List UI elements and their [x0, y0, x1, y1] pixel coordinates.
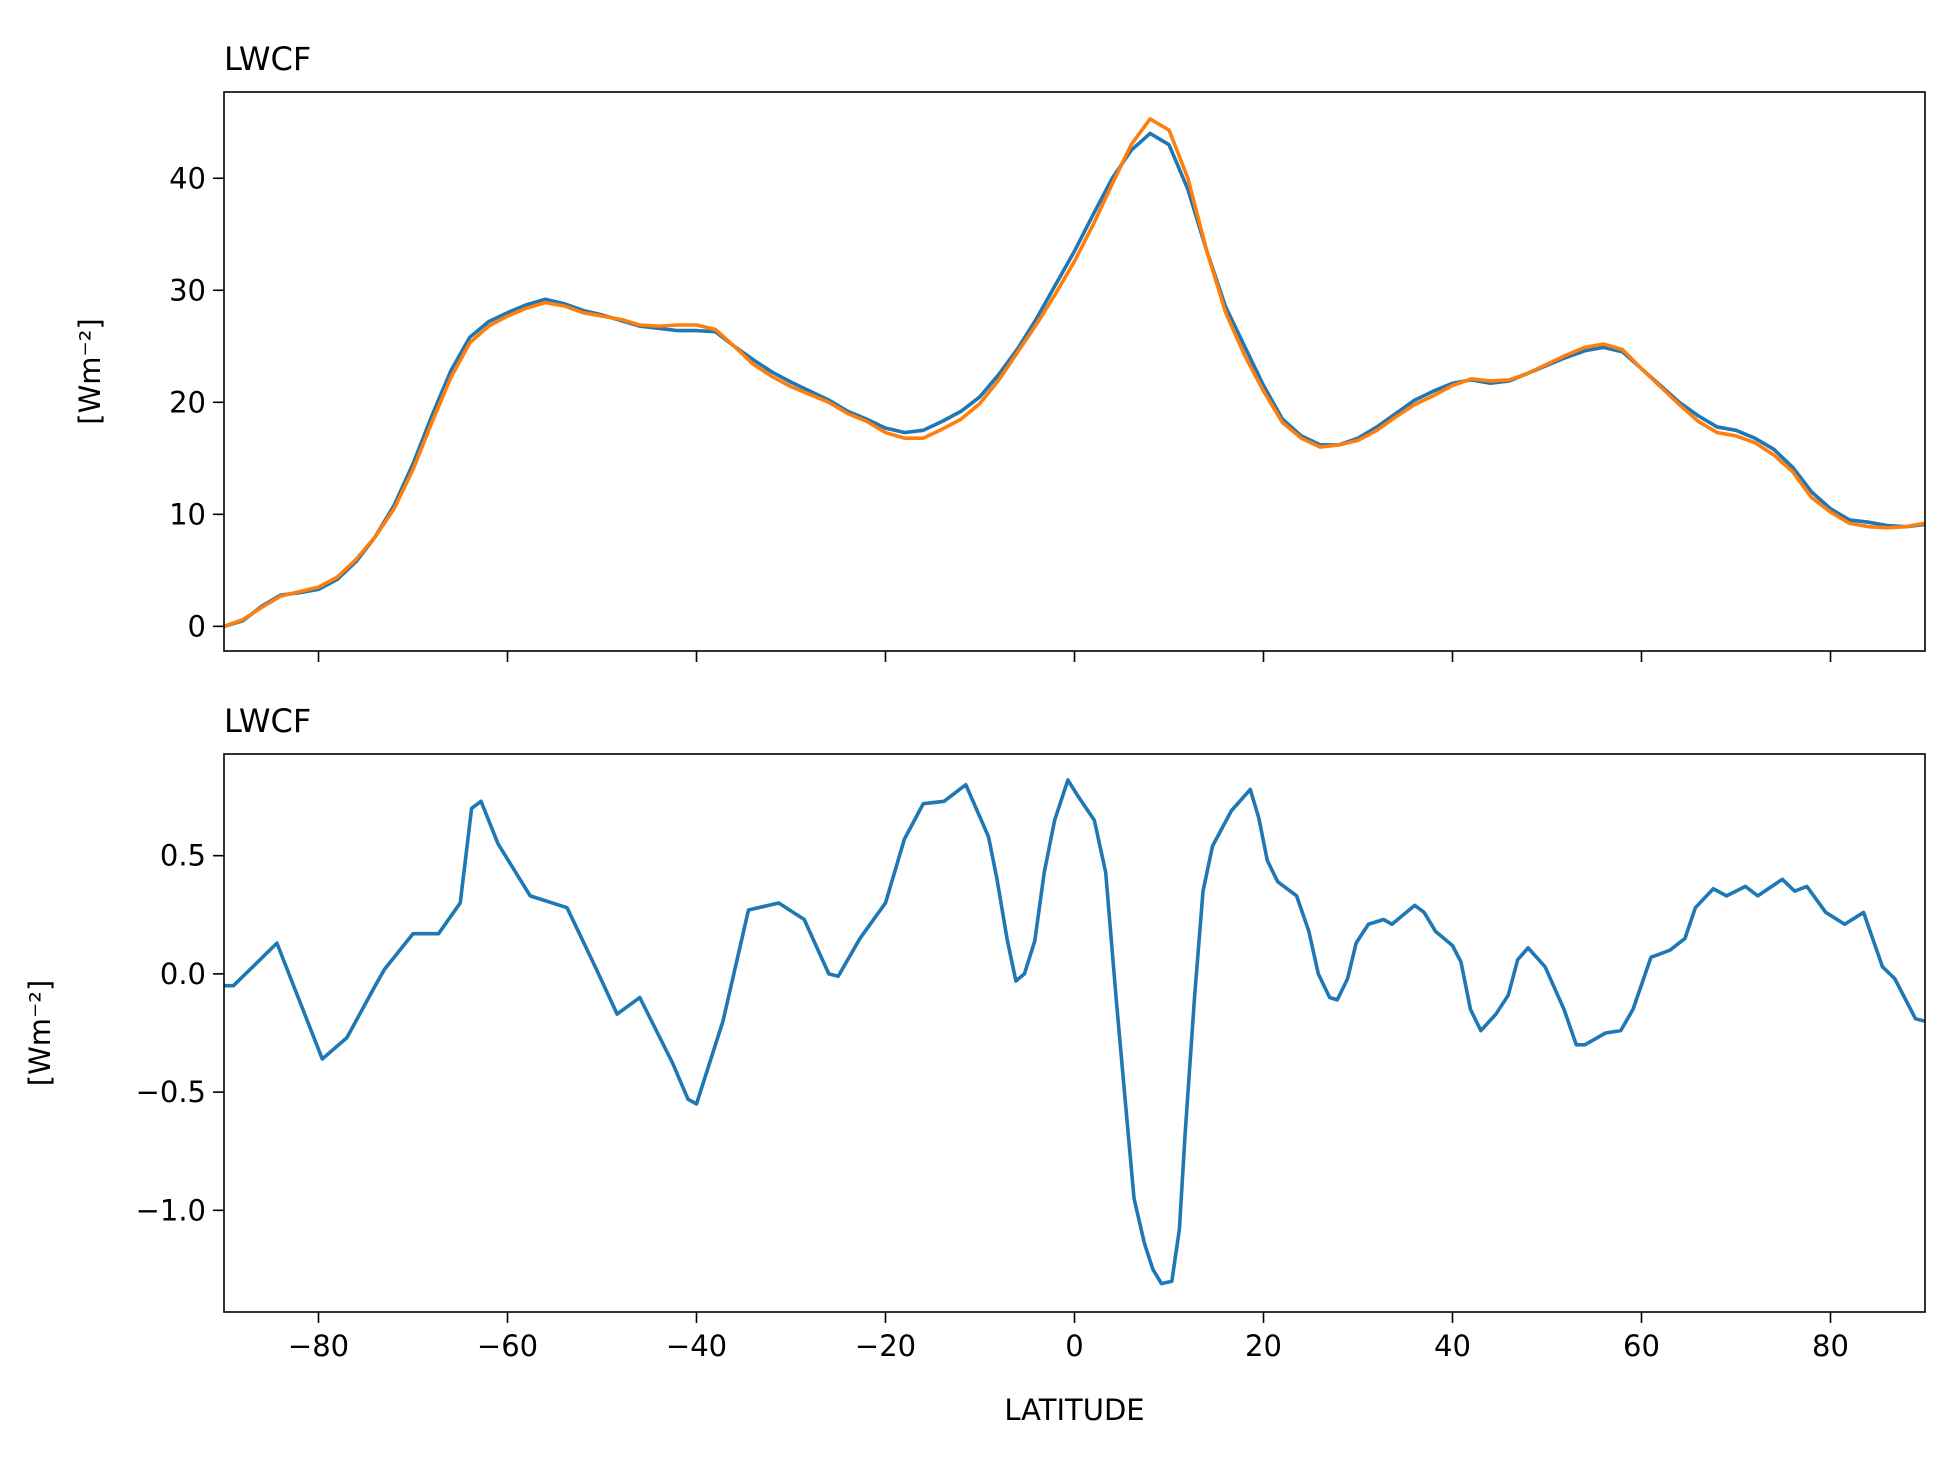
x-tick-label: 40	[1434, 1329, 1471, 1363]
data-line	[224, 131, 1925, 629]
y-tick-label: 30	[169, 273, 206, 307]
y-tick-label: 0.5	[160, 839, 206, 873]
x-tick-label: 0	[1065, 1329, 1083, 1363]
x-tick-label: −20	[855, 1329, 916, 1363]
x-tick-label: 60	[1623, 1329, 1660, 1363]
x-tick-label: 80	[1812, 1329, 1849, 1363]
y-axis-label: [Wm⁻²]	[73, 318, 107, 424]
chart-title: LWCF	[224, 40, 311, 78]
data-line	[224, 778, 1925, 1286]
plot-frame	[223, 753, 1926, 1313]
x-tick-label: −40	[666, 1329, 727, 1363]
y-tick-label: 0.0	[160, 957, 206, 991]
x-tick-label: −60	[477, 1329, 538, 1363]
y-tick-label: 0	[188, 609, 206, 643]
y-tick-label: 20	[169, 385, 206, 419]
x-tick-label: 20	[1245, 1329, 1282, 1363]
chart-title: LWCF	[224, 702, 311, 740]
x-axis-label: LATITUDE	[1004, 1393, 1144, 1427]
y-axis-label: [Wm⁻²]	[23, 980, 57, 1086]
plot-frame	[223, 91, 1926, 652]
data-line	[224, 117, 1925, 629]
y-tick-label: −1.0	[136, 1193, 206, 1227]
y-tick-label: 10	[169, 497, 206, 531]
y-tick-label: −0.5	[136, 1075, 206, 1109]
x-tick-label: −80	[288, 1329, 349, 1363]
y-tick-label: 40	[169, 161, 206, 195]
